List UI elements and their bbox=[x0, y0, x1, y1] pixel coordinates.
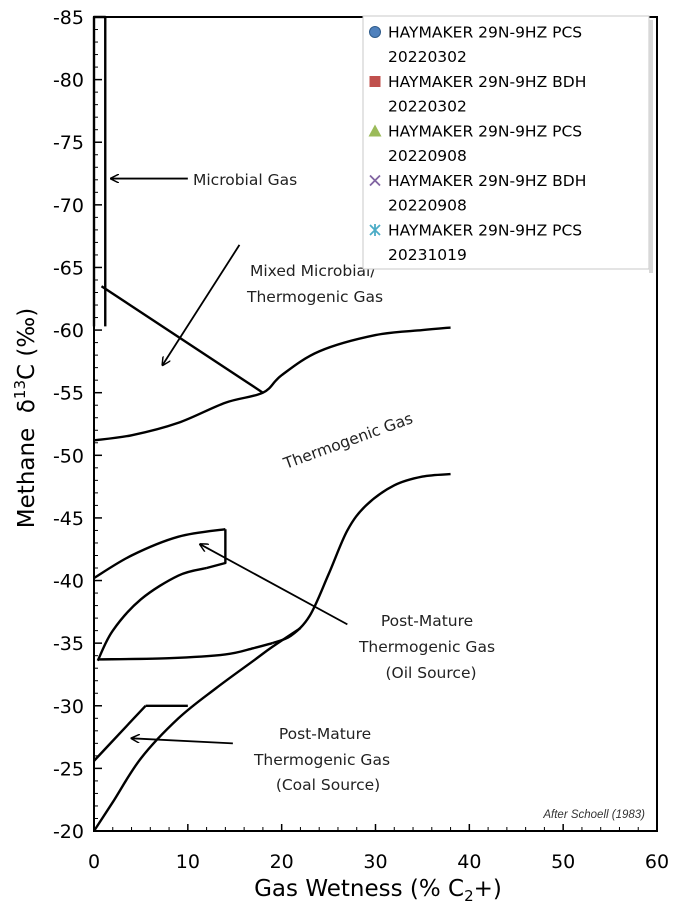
legend-label: HAYMAKER 29N-9HZ BDH bbox=[388, 73, 586, 91]
y-tick-label: -60 bbox=[53, 320, 84, 342]
boundary-coal-upper bbox=[93, 704, 147, 762]
label-post-mature-oil-line2: Thermogenic Gas bbox=[358, 638, 495, 656]
y-tick-label: -85 bbox=[53, 7, 84, 29]
source-credit: After Schoell (1983) bbox=[542, 809, 645, 821]
x-axis-title: Gas Wetness (% C2+) bbox=[254, 876, 502, 905]
y-tick-label: -20 bbox=[53, 821, 84, 843]
y-tick-label: -50 bbox=[53, 445, 84, 467]
label-mixed-gas-line1: Mixed Microbial/ bbox=[250, 262, 376, 280]
y-tick-label: -45 bbox=[53, 508, 84, 530]
y-axis-title: Methane δ13C (‰) bbox=[11, 308, 40, 528]
boundary-oil-inner bbox=[96, 566, 207, 662]
axis-tick-labels: 0 10 20 30 40 50 60 -20 -25 -30 -35 -40 -45 -50 -55 -60… bbox=[53, 7, 669, 873]
x-tick-label: 30 bbox=[363, 851, 387, 873]
x-tick-label: 20 bbox=[270, 851, 294, 873]
legend-box bbox=[362, 15, 650, 270]
legend-label-date: 20220908 bbox=[388, 147, 467, 165]
y-tick-label: -80 bbox=[53, 70, 84, 92]
arrow-3 bbox=[200, 544, 348, 626]
x-tick-label: 0 bbox=[88, 851, 100, 873]
arrow-2 bbox=[162, 244, 241, 365]
label-thermogenic-gas: Thermogenic Gas bbox=[280, 409, 415, 473]
boundary-oil-bottom bbox=[97, 641, 273, 661]
legend-entry: HAYMAKER 29N-9HZ BDH 20220908 bbox=[369, 172, 586, 215]
label-microbial-gas: Microbial Gas bbox=[193, 171, 297, 189]
label-post-mature-oil-line3: (Oil Source) bbox=[385, 664, 476, 682]
legend-label-date: 20231019 bbox=[388, 246, 467, 264]
legend-label: HAYMAKER 29N-9HZ BDH bbox=[388, 172, 586, 190]
legend-shadow bbox=[649, 20, 653, 273]
region-arrows bbox=[111, 179, 348, 745]
y-tick-label: -25 bbox=[53, 758, 84, 780]
boundary-mixed-line bbox=[100, 285, 264, 394]
legend-label-date: 20220908 bbox=[388, 197, 467, 215]
legend-label-date: 20220302 bbox=[388, 48, 467, 66]
legend-entry: HAYMAKER 29N-9HZ PCS 20220302 bbox=[369, 24, 582, 66]
region-boundaries bbox=[92, 15, 451, 832]
y-tick-label: -75 bbox=[53, 132, 84, 154]
legend-marker-square bbox=[369, 76, 381, 87]
legend-marker-triangle bbox=[368, 124, 382, 137]
legend-label: HAYMAKER 29N-9HZ PCS bbox=[388, 24, 582, 42]
y-tick-label: -65 bbox=[53, 257, 84, 279]
x-tick-label: 60 bbox=[645, 851, 669, 873]
legend-entry: HAYMAKER 29N-9HZ BDH 20220302 bbox=[369, 73, 586, 116]
legend-label-date: 20220302 bbox=[388, 98, 467, 116]
label-post-mature-coal-line3: (Coal Source) bbox=[276, 776, 380, 794]
y-tick-label: -40 bbox=[53, 571, 84, 593]
legend-label: HAYMAKER 29N-9HZ PCS bbox=[388, 123, 582, 141]
axis-titles: Gas Wetness (% C2+) Methane δ13C (‰) bbox=[11, 308, 502, 905]
legend-marker-x bbox=[369, 174, 381, 187]
arrow-4 bbox=[132, 738, 233, 745]
x-tick-label: 40 bbox=[457, 851, 481, 873]
boundary-oil-outer-top bbox=[93, 528, 226, 580]
boundary-oil-side bbox=[206, 529, 227, 570]
legend-marker-star bbox=[369, 224, 381, 236]
y-tick-label: -30 bbox=[53, 696, 84, 718]
label-post-mature-coal-line2: Thermogenic Gas bbox=[253, 751, 390, 769]
x-tick-label: 50 bbox=[551, 851, 575, 873]
y-tick-label: -35 bbox=[53, 633, 84, 655]
legend-entry: HAYMAKER 29N-9HZ PCS 20231019 bbox=[369, 222, 582, 264]
legend-label: HAYMAKER 29N-9HZ PCS bbox=[388, 222, 582, 240]
boundary-coal-lower bbox=[92, 627, 302, 832]
axis-ticks bbox=[93, 16, 658, 832]
label-post-mature-oil-line1: Post-Mature bbox=[381, 612, 473, 630]
label-mixed-gas-line2: Thermogenic Gas bbox=[246, 288, 383, 306]
x-tick-label: 10 bbox=[176, 851, 200, 873]
boundary-thermogenic-upper bbox=[93, 326, 451, 442]
legend-marker-circle bbox=[369, 26, 381, 38]
legend-entry: HAYMAKER 29N-9HZ PCS 20220908 bbox=[368, 123, 582, 165]
y-tick-label: -70 bbox=[53, 195, 84, 217]
label-post-mature-coal-line1: Post-Mature bbox=[279, 725, 371, 743]
y-tick-label: -55 bbox=[53, 383, 84, 405]
